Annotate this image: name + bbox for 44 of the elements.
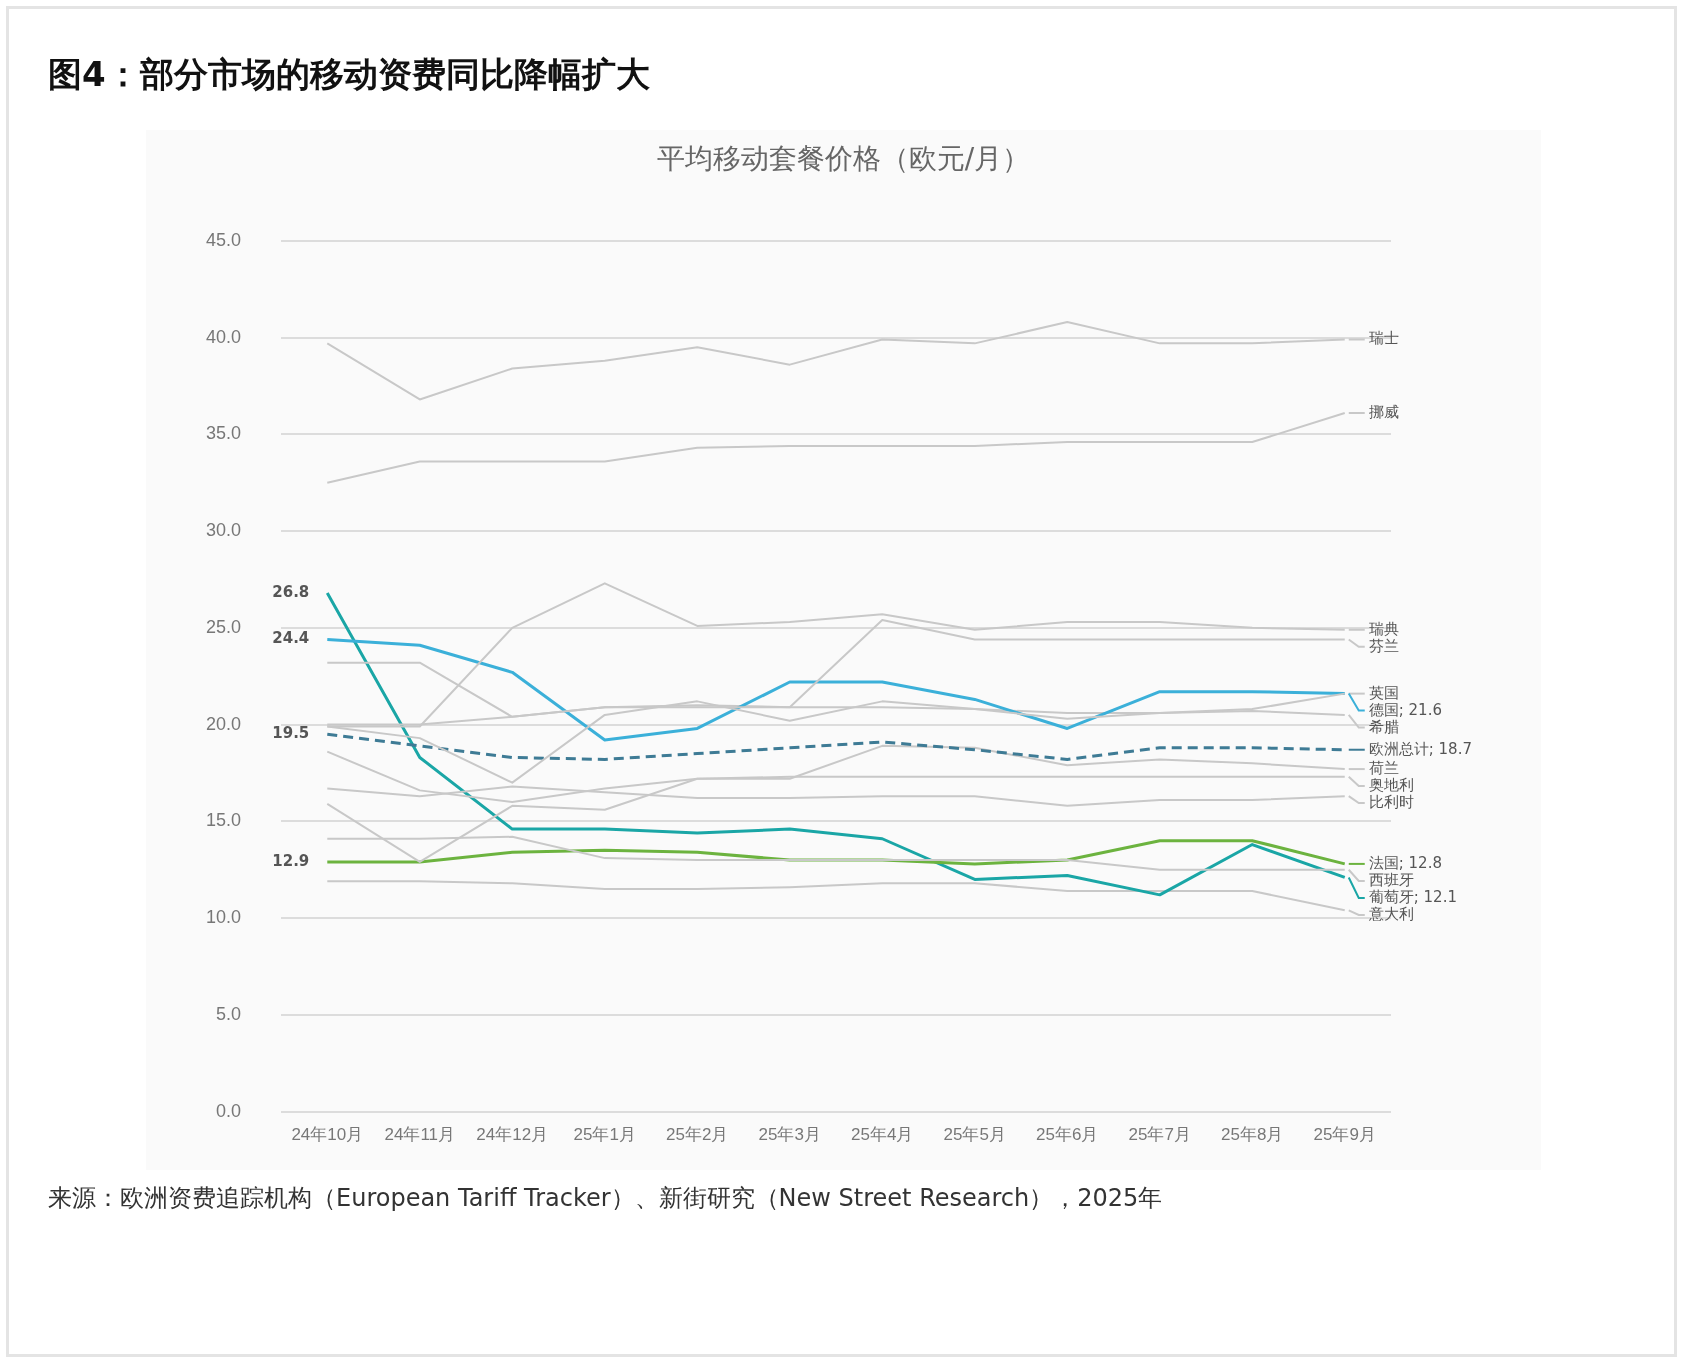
y-tick-label: 35.0: [205, 423, 242, 444]
y-tick-label: 30.0: [205, 520, 242, 541]
legend-label: 芬兰: [1368, 636, 1399, 655]
legend-label: 比利时: [1368, 792, 1414, 811]
x-tick-label: 24年11月: [384, 1125, 456, 1145]
x-tick-label: 25年4月: [851, 1125, 914, 1145]
legend-label: 瑞典: [1368, 619, 1399, 638]
y-tick-label: 40.0: [205, 326, 242, 347]
y-tick-label: 10.0: [205, 907, 242, 928]
y-tick-label: 45.0: [205, 229, 242, 250]
y-tick-label: 25.0: [205, 616, 242, 637]
x-tick-label: 25年1月: [573, 1125, 636, 1145]
legend-label: 瑞士: [1368, 329, 1399, 348]
series-label: 希腊: [1368, 717, 1399, 736]
legend-label: 荷兰: [1368, 758, 1399, 777]
x-tick-label: 24年12月: [476, 1125, 549, 1145]
chart-subtitle: 平均移动套餐价格（欧元/月）: [655, 141, 1032, 177]
data-label: 19.5: [272, 724, 310, 743]
data-label: 24.4: [272, 629, 310, 648]
x-tick-label: 24年10月: [291, 1125, 364, 1145]
legend-label: 意大利: [1367, 904, 1414, 923]
legend-label: 挪威: [1368, 402, 1399, 421]
chart-title: 图4：部分市场的移动资费同比降幅扩大: [48, 53, 650, 96]
y-tick-label: 5.0: [216, 1003, 242, 1024]
legend-label: 西班牙: [1368, 870, 1414, 889]
data-label: 26.8: [272, 582, 310, 601]
x-tick-label: 25年3月: [758, 1125, 821, 1145]
y-tick-label: 20.0: [205, 713, 242, 734]
x-tick-label: 25年5月: [943, 1125, 1006, 1145]
legend-label: 法国; 12.8: [1368, 853, 1442, 872]
data-label: 12.9: [272, 851, 310, 870]
legend-label: 奥地利: [1368, 775, 1414, 794]
x-tick-label: 25年2月: [666, 1125, 729, 1145]
x-tick-label: 25年6月: [1036, 1125, 1099, 1145]
source-note: 来源：欧洲资费追踪机构（European Tariff Tracker）、新街研究（New Street Research），2025年: [48, 1183, 1163, 1214]
series-label: 德国; 21.6: [1368, 700, 1442, 719]
y-tick-label: 0.0: [216, 1100, 242, 1121]
legend-label: 欧洲总计; 18.7: [1368, 739, 1472, 758]
y-tick-label: 15.0: [205, 810, 242, 831]
legend-label: 英国: [1368, 683, 1399, 702]
x-tick-label: 25年9月: [1313, 1125, 1376, 1145]
x-tick-label: 25年8月: [1221, 1125, 1284, 1145]
x-tick-label: 25年7月: [1128, 1125, 1191, 1145]
series-label: 葡萄牙; 12.1: [1368, 887, 1457, 906]
